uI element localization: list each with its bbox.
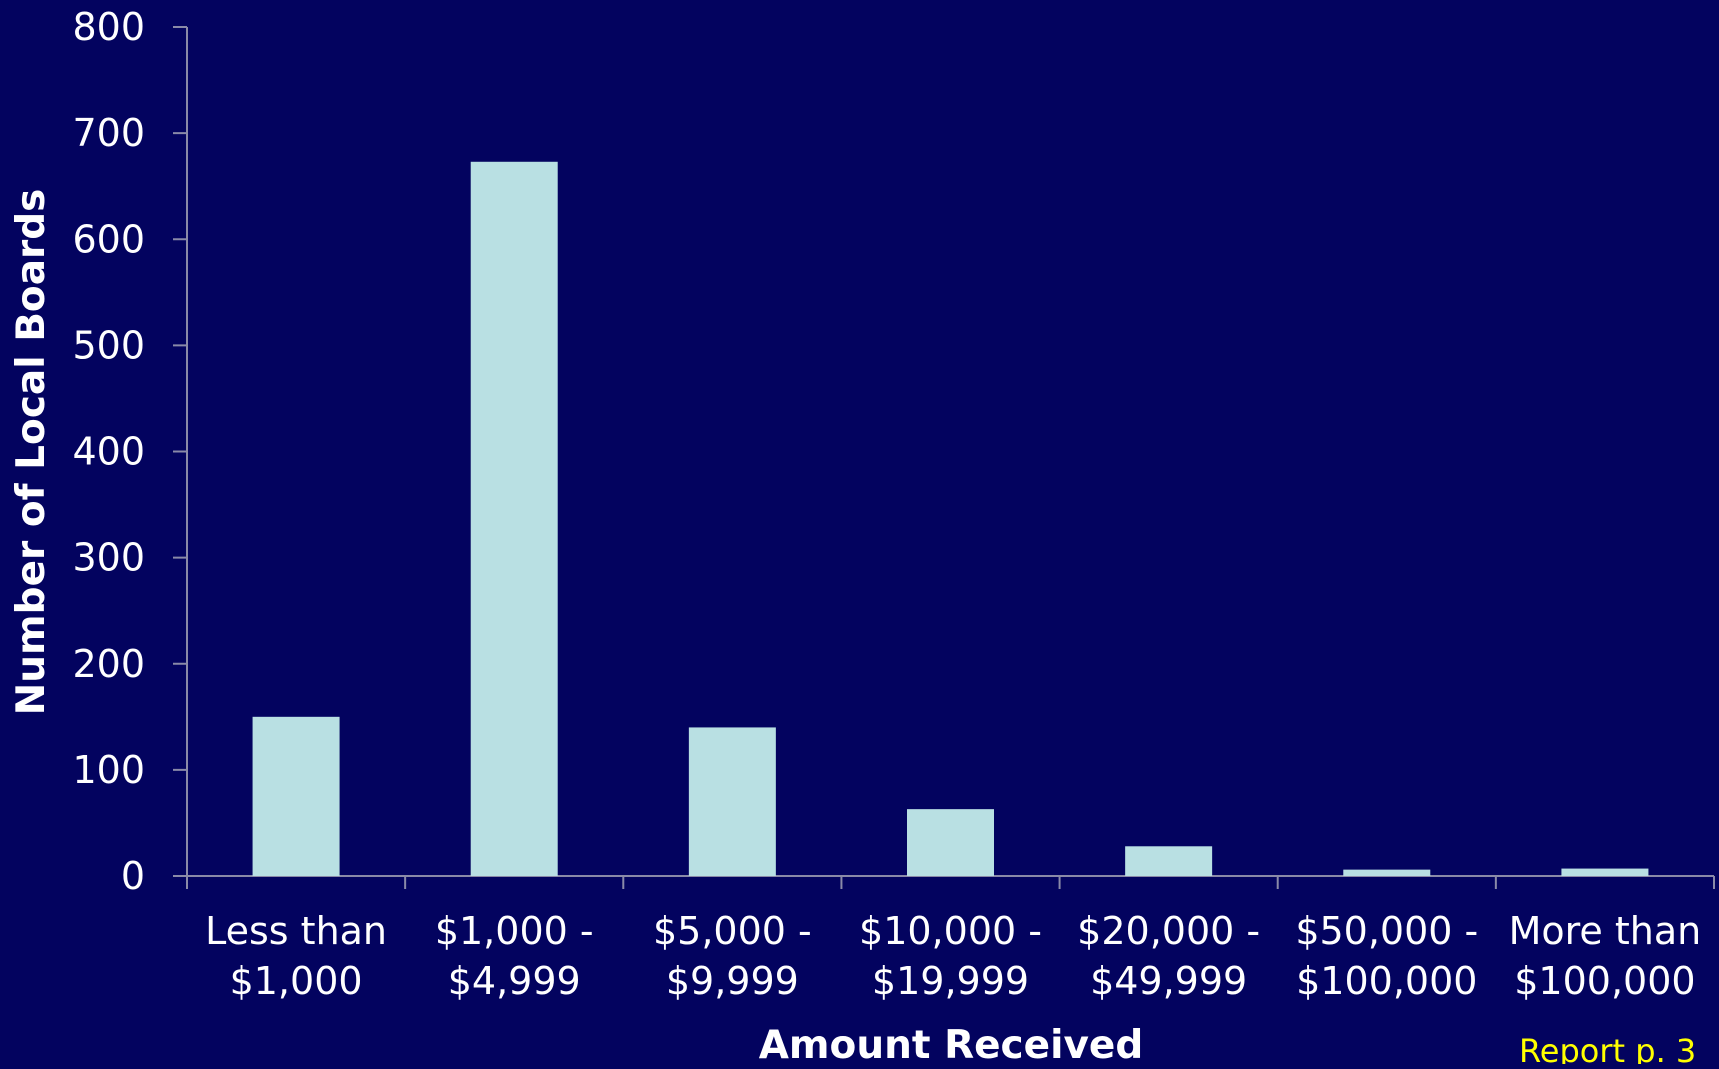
x-tick-label: More than $100,000 [1509, 909, 1702, 1003]
y-tick-label: 400 [72, 430, 145, 474]
y-tick-label: 800 [72, 5, 145, 49]
bar [1343, 869, 1431, 876]
y-tick-labels: 0 100 200 300 400 500 600 700 800 [72, 5, 145, 898]
x-axis-title: Amount Received [759, 1023, 1144, 1064]
y-tick-label: 100 [72, 748, 145, 792]
x-tick-label: $10,000 -$19,999 [859, 909, 1042, 1003]
bar [907, 809, 994, 876]
bar [1561, 868, 1649, 876]
x-tick-label: $1,000 -$4,999 [435, 909, 594, 1003]
y-tick-label: 0 [121, 854, 145, 898]
x-tick-label: $50,000 -$100,000 [1295, 909, 1478, 1003]
y-axis-title: Number of Local Boards [9, 189, 54, 716]
x-tick-label: $5,000 -$9,999 [653, 909, 812, 1003]
y-tick-label: 300 [72, 536, 145, 580]
x-tick-label: $20,000 -$49,999 [1077, 909, 1260, 1003]
x-tick-label: Less than $1,000 [205, 909, 387, 1003]
y-tick-label: 700 [72, 111, 145, 155]
bar [470, 161, 558, 876]
report-page-reference: Report p. 3 [1519, 1032, 1696, 1064]
y-tick-label: 200 [72, 642, 145, 686]
axes [173, 26, 1715, 889]
bar [688, 727, 776, 876]
x-tick-labels: Less than $1,000 $1,000 -$4,999 $5,000 -$9,… [205, 909, 1701, 1003]
bar [252, 716, 340, 876]
y-tick-label: 600 [72, 217, 145, 261]
bar [1125, 846, 1213, 876]
y-tick-label: 500 [72, 323, 145, 367]
bars [252, 161, 1649, 876]
